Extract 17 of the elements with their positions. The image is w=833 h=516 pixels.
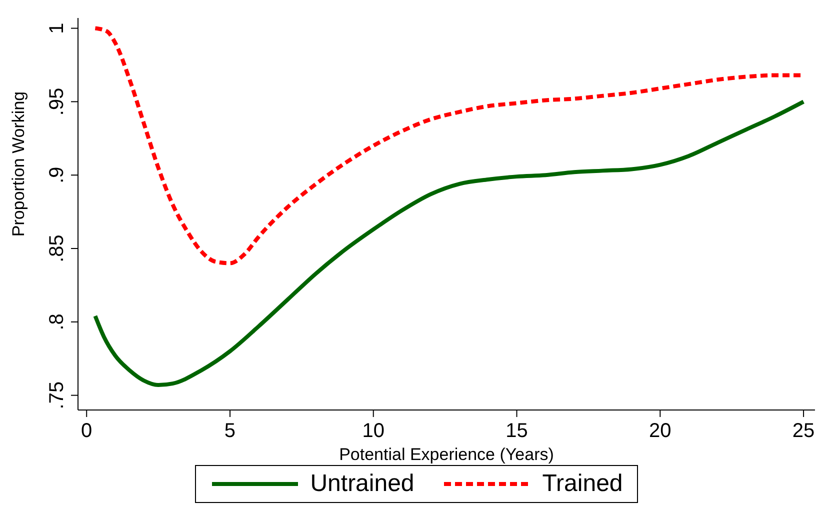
x-axis-title: Potential Experience (Years) [339,445,554,464]
y-tick-label: 1 [46,22,68,34]
x-tick-label: 25 [792,420,815,442]
y-axis-title: Proportion Working [9,91,28,237]
legend-label: Untrained [310,470,414,498]
x-tick-label: 5 [224,420,236,442]
y-tick-label: .85 [46,234,68,262]
x-tick-label: 10 [362,420,384,442]
legend-label: Trained [542,470,623,498]
y-tick-label: .75 [46,381,68,410]
x-tick-label: 15 [506,420,528,442]
y-tick-label: .95 [46,88,68,116]
y-tick-label: .8 [46,314,68,330]
x-tick-label: 20 [649,420,672,442]
line-series [93,100,806,388]
x-tick-label: 0 [81,420,92,442]
y-tick-label: .9 [46,166,68,184]
